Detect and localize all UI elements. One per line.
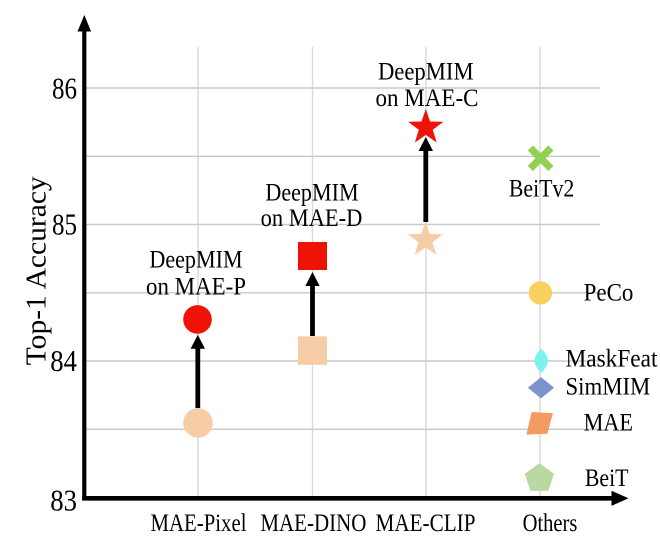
svg-text:BeiT: BeiT [585,465,629,492]
svg-text:Top-1 Accuracy: Top-1 Accuracy [21,176,53,365]
svg-text:SimMIM: SimMIM [566,374,651,401]
svg-text:DeepMIM: DeepMIM [265,180,358,207]
svg-text:DeepMIM: DeepMIM [149,246,242,273]
svg-text:86: 86 [52,71,77,106]
svg-text:DeepMIM: DeepMIM [378,59,474,86]
svg-text:on MAE-D: on MAE-D [261,205,363,232]
svg-text:BeiTv2: BeiTv2 [509,176,575,203]
svg-text:84: 84 [50,343,77,378]
svg-text:on MAE-C: on MAE-C [376,85,479,112]
svg-text:PeCo: PeCo [584,280,634,307]
svg-text:MAE-DINO: MAE-DINO [260,510,366,537]
svg-text:85: 85 [52,207,77,242]
svg-text:Others: Others [523,510,578,537]
svg-text:83: 83 [50,483,77,518]
svg-text:MAE: MAE [584,410,633,437]
svg-text:MaskFeat: MaskFeat [565,346,657,373]
svg-text:on MAE-P: on MAE-P [146,274,246,301]
svg-text:MAE-CLIP: MAE-CLIP [376,510,476,537]
svg-text:MAE-Pixel: MAE-Pixel [151,510,247,537]
